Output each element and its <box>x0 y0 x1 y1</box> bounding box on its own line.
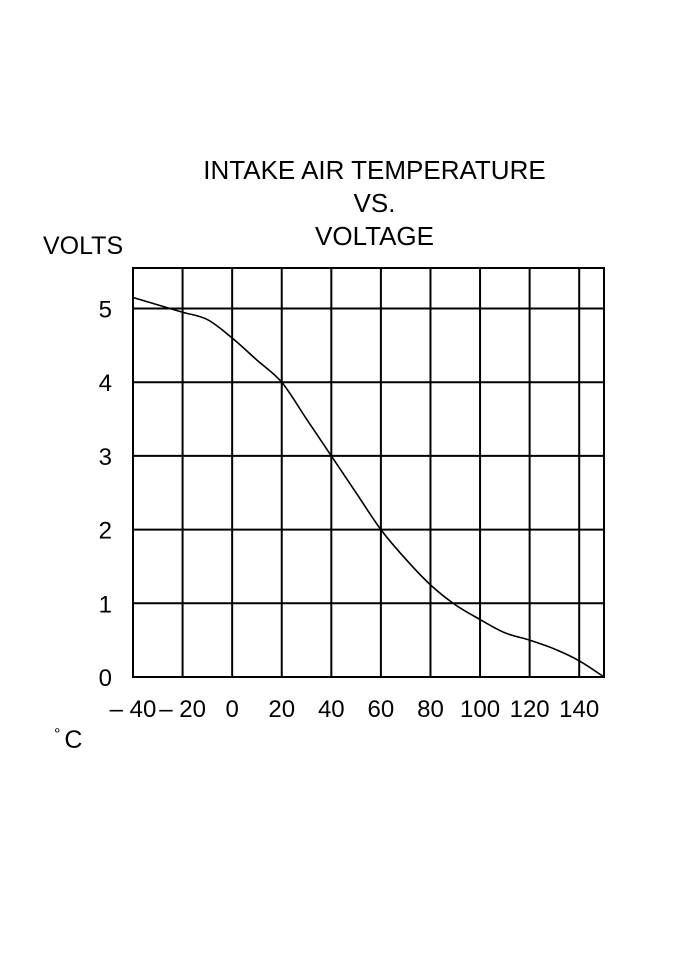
y-tick-label: 2 <box>99 518 112 545</box>
x-tick-label: 60 <box>368 696 395 723</box>
y-tick-label: 5 <box>99 297 112 324</box>
x-tick-label: 120 <box>510 696 550 723</box>
x-tick-label: 140 <box>559 696 599 723</box>
y-tick-label: 4 <box>99 370 112 397</box>
x-tick-label: 80 <box>417 696 444 723</box>
y-axis-label: VOLTS <box>43 232 124 260</box>
x-tick-label: 40 <box>318 696 345 723</box>
plot-border <box>132 267 605 678</box>
x-tick-labels: – 40– 20 0 20 40 60 80 100 120 140 <box>110 696 600 723</box>
x-tick-label: – 40 <box>110 696 157 723</box>
x-tick-label: – 20 <box>159 696 206 723</box>
y-tick-label: 3 <box>99 444 112 471</box>
chart-title-line-2: VS. <box>353 188 396 218</box>
grid-lines <box>132 268 604 678</box>
voltage-curve <box>132 296 605 678</box>
x-tick-label: 20 <box>268 696 295 723</box>
x-tick-label: 100 <box>460 696 500 723</box>
x-tick-label: 0 <box>225 696 238 723</box>
plot-frame <box>132 267 605 678</box>
y-tick-label: 0 <box>99 665 112 692</box>
y-tick-labels: 0 1 2 3 4 5 <box>99 297 112 692</box>
data-series <box>132 296 605 678</box>
chart-title-line-3: VOLTAGE <box>315 221 434 251</box>
chart-title-line-1: INTAKE AIR TEMPERATURE <box>203 155 546 185</box>
y-tick-label: 1 <box>99 591 112 618</box>
x-axis-unit-letter: C <box>64 726 83 754</box>
degree-symbol: ° <box>54 726 61 743</box>
x-axis-unit: ° C <box>54 726 82 755</box>
